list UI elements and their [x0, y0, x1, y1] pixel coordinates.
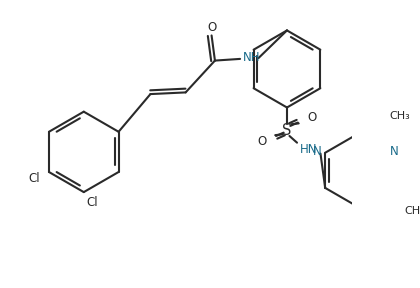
Text: HN: HN	[300, 143, 318, 156]
Text: N: N	[312, 145, 321, 158]
Text: Cl: Cl	[87, 196, 98, 209]
Text: CH₃: CH₃	[389, 111, 410, 121]
Text: N: N	[390, 145, 399, 158]
Text: O: O	[307, 111, 317, 124]
Text: S: S	[282, 124, 291, 139]
Text: NH: NH	[243, 51, 260, 64]
Text: Cl: Cl	[28, 172, 39, 185]
Text: O: O	[208, 20, 217, 34]
Text: CH₃: CH₃	[404, 206, 420, 215]
Text: O: O	[257, 134, 266, 147]
